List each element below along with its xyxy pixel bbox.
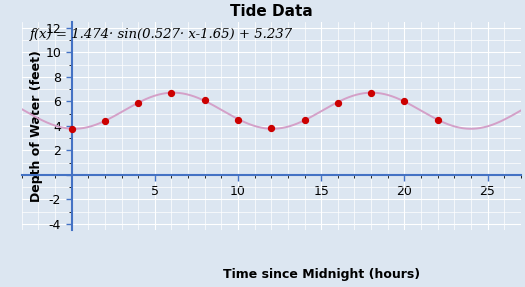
Point: [400, 99, 408, 104]
Point: [300, 117, 309, 122]
Point: [267, 126, 276, 131]
Point: [367, 90, 375, 95]
Point: [134, 100, 142, 105]
Y-axis label: Depth of Water (feet): Depth of Water (feet): [29, 50, 43, 202]
Point: [67, 127, 76, 131]
Text: f(x) = 1.474· sin(0.527· x-1.65) + 5.237: f(x) = 1.474· sin(0.527· x-1.65) + 5.237: [30, 28, 293, 41]
Point: [333, 100, 342, 105]
Point: [434, 117, 442, 122]
X-axis label: Time since Midnight (hours): Time since Midnight (hours): [223, 267, 420, 281]
Point: [101, 119, 109, 123]
Point: [167, 90, 176, 95]
Point: [234, 117, 242, 122]
Point: [201, 98, 209, 102]
Title: Tide Data: Tide Data: [230, 4, 313, 19]
